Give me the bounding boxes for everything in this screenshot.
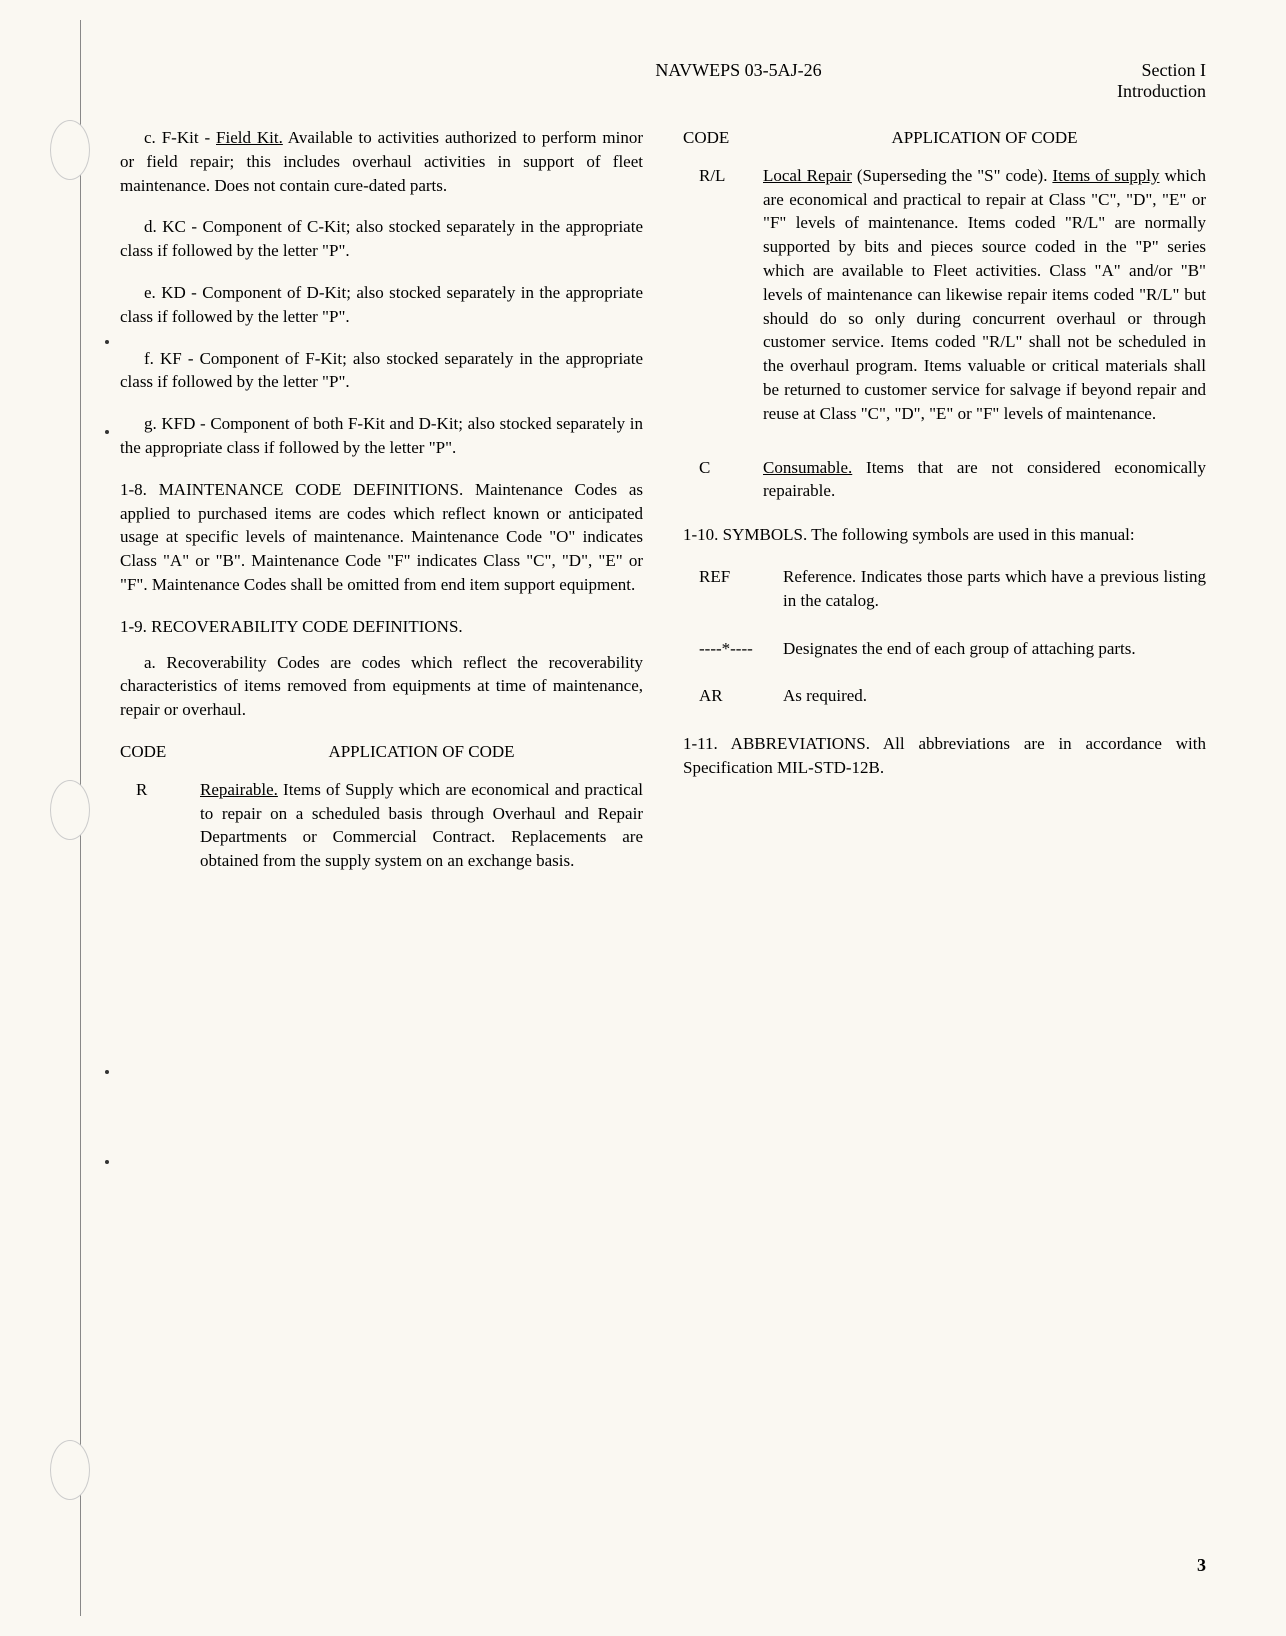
code-label: R — [120, 778, 200, 873]
paragraph-e: e. KD - Component of D-Kit; also stocked… — [120, 281, 643, 329]
symbol-description: Designates the end of each group of atta… — [783, 637, 1206, 661]
paragraph-1-9a: a. Recoverability Codes are codes which … — [120, 651, 643, 722]
application-column-header: APPLICATION OF CODE — [763, 126, 1206, 150]
para-prefix: c. F-Kit - — [144, 128, 216, 147]
application-column-header: APPLICATION OF CODE — [200, 740, 643, 764]
heading-1-9: 1-9. RECOVERABILITY CODE DEFINITIONS. — [120, 615, 643, 639]
document-page: NAVWEPS 03-5AJ-26 Section I Introduction… — [0, 0, 1286, 1636]
paragraph-c: c. F-Kit - Field Kit. Available to activ… — [120, 126, 643, 197]
paragraph-1-8: 1-8. MAINTENANCE CODE DEFINITIONS. Maint… — [120, 478, 643, 597]
code-term: Consumable. — [763, 458, 852, 477]
paragraph-g: g. KFD - Component of both F-Kit and D-K… — [120, 412, 643, 460]
code-entry-c: C Consumable. Items that are not conside… — [683, 456, 1206, 504]
symbol-description: Reference. Indicates those parts which h… — [783, 565, 1206, 613]
code-label: C — [683, 456, 763, 504]
code-description: Local Repair (Superseding the "S" code).… — [763, 164, 1206, 426]
code-label: R/L — [683, 164, 763, 426]
symbol-label: REF — [683, 565, 783, 613]
code-supersede: (Superseding the "S" code). — [852, 166, 1052, 185]
binding-hole — [50, 1440, 90, 1500]
margin-dot — [105, 1160, 109, 1164]
symbol-entry-ar: AR As required. — [683, 684, 1206, 708]
paragraph-f: f. KF - Component of F-Kit; also stocked… — [120, 347, 643, 395]
code-column-header: CODE — [683, 126, 763, 150]
margin-dot — [105, 1070, 109, 1074]
page-number: 3 — [1197, 1555, 1206, 1576]
binding-hole — [50, 120, 90, 180]
page-header: NAVWEPS 03-5AJ-26 Section I Introduction — [120, 60, 1206, 102]
code-table-header: CODE APPLICATION OF CODE — [120, 740, 643, 764]
header-document-id: NAVWEPS 03-5AJ-26 — [120, 60, 1117, 102]
code-term: Repairable. — [200, 780, 278, 799]
section-title: Introduction — [1117, 81, 1206, 102]
paragraph-1-10: 1-10. SYMBOLS. The following symbols are… — [683, 523, 1206, 547]
margin-dot — [105, 340, 109, 344]
left-column: c. F-Kit - Field Kit. Available to activ… — [120, 126, 643, 893]
code-entry-r: R Repairable. Items of Supply which are … — [120, 778, 643, 873]
para-underlined: Field Kit. — [216, 128, 283, 147]
code-column-header: CODE — [120, 740, 200, 764]
right-column: CODE APPLICATION OF CODE R/L Local Repai… — [683, 126, 1206, 893]
binding-hole — [50, 780, 90, 840]
code-description: Repairable. Items of Supply which are ec… — [200, 778, 643, 873]
code-table-header: CODE APPLICATION OF CODE — [683, 126, 1206, 150]
symbol-label: ----*---- — [683, 637, 783, 661]
symbol-label: AR — [683, 684, 783, 708]
symbol-entry-star: ----*---- Designates the end of each gro… — [683, 637, 1206, 661]
content-area: c. F-Kit - Field Kit. Available to activ… — [120, 126, 1206, 893]
paragraph-d: d. KC - Component of C-Kit; also stocked… — [120, 215, 643, 263]
code-term2: Items of supply — [1052, 166, 1159, 185]
symbol-entry-ref: REF Reference. Indicates those parts whi… — [683, 565, 1206, 613]
code-term: Local Repair — [763, 166, 852, 185]
paragraph-1-11: 1-11. ABBREVIATIONS. All abbreviations a… — [683, 732, 1206, 780]
code-entry-rl: R/L Local Repair (Superseding the "S" co… — [683, 164, 1206, 426]
binding-marks — [30, 0, 90, 1636]
code-description: Consumable. Items that are not considere… — [763, 456, 1206, 504]
header-section: Section I Introduction — [1117, 60, 1206, 102]
margin-dot — [105, 430, 109, 434]
code-text: which are economical and practical to re… — [763, 166, 1206, 423]
section-number: Section I — [1117, 60, 1206, 81]
symbol-description: As required. — [783, 684, 1206, 708]
